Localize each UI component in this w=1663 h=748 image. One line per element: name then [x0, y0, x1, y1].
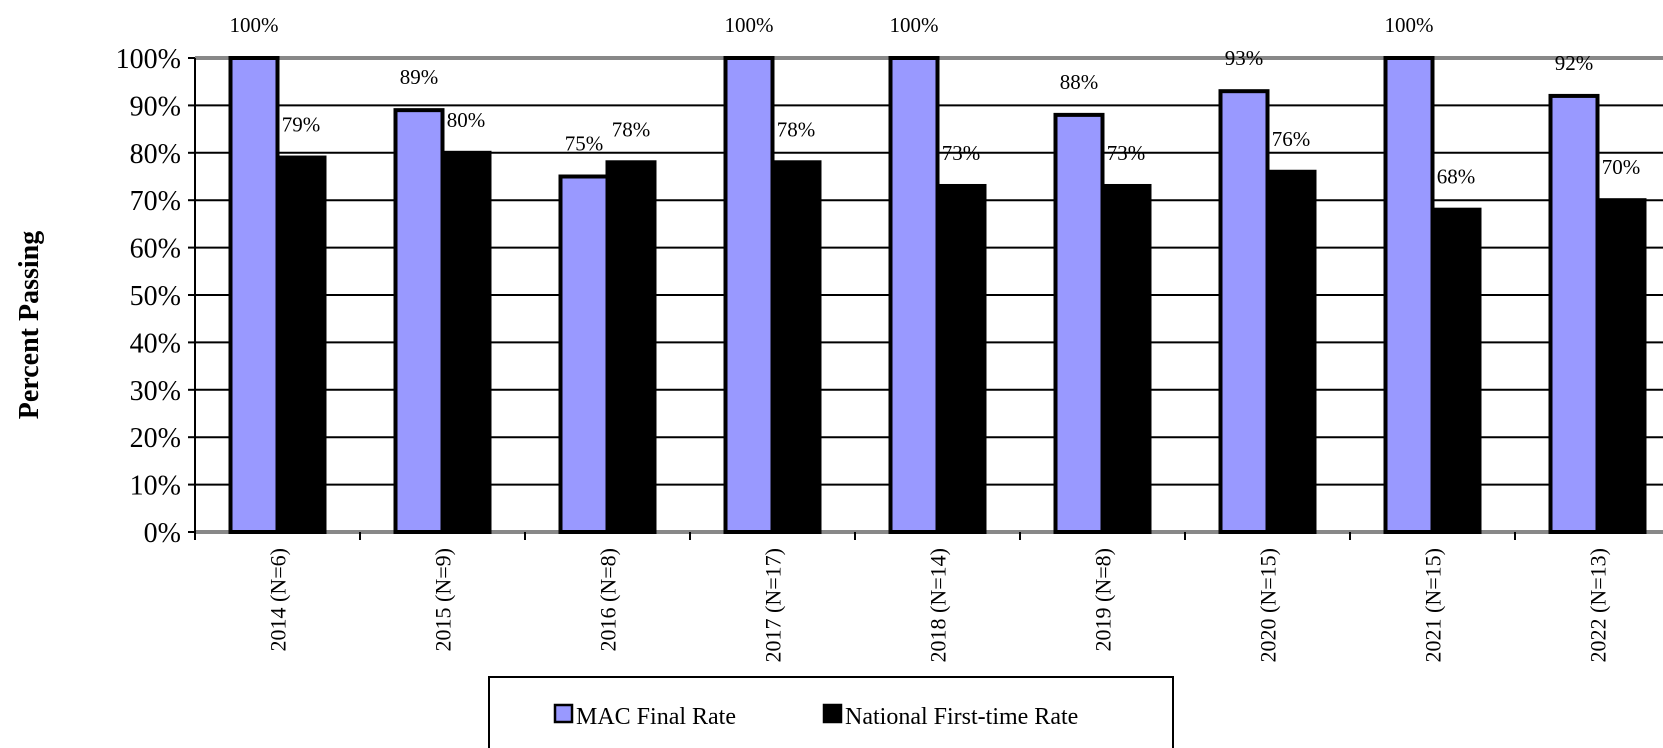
bar-national-first-time-rate: [275, 155, 327, 534]
y-tick-label: 30%: [130, 376, 181, 407]
bar-national-first-time-rate: [440, 150, 492, 535]
x-category-label: 2021 (N=15): [1421, 548, 1446, 662]
y-tick-label: 80%: [130, 139, 181, 170]
x-category-label: 2018 (N=14): [926, 548, 951, 662]
y-tick-label: 0%: [144, 518, 181, 549]
data-label-mac-final-rate: 92%: [1555, 51, 1594, 75]
bar-mac-final-rate: [723, 56, 775, 534]
data-label-national-first-time-rate: 80%: [447, 108, 486, 132]
data-label-national-first-time-rate: 78%: [612, 117, 651, 141]
x-category-label: 2022 (N=13): [1586, 548, 1611, 662]
x-category-label: 2015 (N=9): [431, 548, 456, 651]
bar-national-first-time-rate: [1430, 207, 1482, 534]
data-label-national-first-time-rate: 70%: [1602, 155, 1641, 179]
data-labels: 100% 79% 89% 80% 75% 78% 100% 78% 100% 73% 88% 73% 9…: [230, 13, 1641, 189]
data-label-mac-final-rate: 100%: [230, 13, 279, 37]
y-tick-label: 20%: [130, 423, 181, 454]
y-tick-label: 60%: [130, 234, 181, 265]
x-category-labels: 2014 (N=6) 2015 (N=9) 2016 (N=8) 2017 (N=17…: [266, 548, 1611, 662]
bar-mac-final-rate: [1383, 56, 1435, 534]
bar-national-first-time-rate: [1265, 169, 1317, 534]
y-tick-label: 90%: [130, 91, 181, 122]
data-label-mac-final-rate: 93%: [1225, 46, 1264, 70]
bar-mac-final-rate: [1218, 89, 1270, 535]
bar-mac-final-rate: [228, 56, 280, 534]
bar-mac-final-rate: [558, 174, 610, 534]
legend-label-mac-final-rate: MAC Final Rate: [576, 704, 736, 730]
bar-mac-final-rate: [1548, 93, 1600, 534]
bar-national-first-time-rate: [605, 160, 657, 534]
data-label-mac-final-rate: 100%: [1385, 13, 1434, 37]
legend-swatch-national-first-time-rate: [822, 703, 843, 724]
bars: [228, 56, 1647, 535]
y-tick-label: 40%: [130, 328, 181, 359]
data-label-national-first-time-rate: 73%: [942, 141, 981, 165]
y-tick-label: 10%: [130, 471, 181, 502]
legend: MAC Final Rate National First-time Rate: [488, 676, 1174, 748]
x-category-label: 2014 (N=6): [266, 548, 291, 651]
y-axis-label: Percent Passing: [14, 231, 45, 419]
data-label-national-first-time-rate: 79%: [282, 113, 321, 137]
data-label-mac-final-rate: 100%: [890, 13, 939, 37]
data-label-mac-final-rate: 88%: [1060, 70, 1099, 94]
bar-mac-final-rate: [1053, 112, 1105, 534]
y-tick-labels: 0% 10% 20% 30% 40% 50% 60% 70% 80% 90% 100%: [116, 44, 181, 549]
x-category-label: 2020 (N=15): [1256, 548, 1281, 662]
bar-mac-final-rate: [888, 56, 940, 534]
data-label-national-first-time-rate: 73%: [1107, 141, 1146, 165]
bar-national-first-time-rate: [1595, 198, 1647, 534]
y-tick-label: 70%: [130, 186, 181, 217]
x-category-label: 2019 (N=8): [1091, 548, 1116, 651]
axes: [188, 57, 1516, 540]
data-label-national-first-time-rate: 76%: [1272, 127, 1311, 151]
legend-swatch-mac-final-rate: [553, 703, 574, 724]
data-label-national-first-time-rate: 68%: [1437, 165, 1476, 189]
bar-national-first-time-rate: [770, 160, 822, 534]
legend-label-national-first-time-rate: National First-time Rate: [845, 704, 1078, 730]
bar-mac-final-rate: [393, 108, 445, 534]
y-tick-label: 100%: [116, 44, 181, 75]
x-category-label: 2016 (N=8): [596, 548, 621, 651]
bar-national-first-time-rate: [1100, 183, 1152, 534]
data-label-mac-final-rate: 75%: [565, 132, 604, 156]
data-label-mac-final-rate: 89%: [400, 65, 439, 89]
data-label-national-first-time-rate: 78%: [777, 117, 816, 141]
bar-national-first-time-rate: [935, 183, 987, 534]
y-tick-label: 50%: [130, 281, 181, 312]
x-category-label: 2017 (N=17): [761, 548, 786, 662]
data-label-mac-final-rate: 100%: [725, 13, 774, 37]
